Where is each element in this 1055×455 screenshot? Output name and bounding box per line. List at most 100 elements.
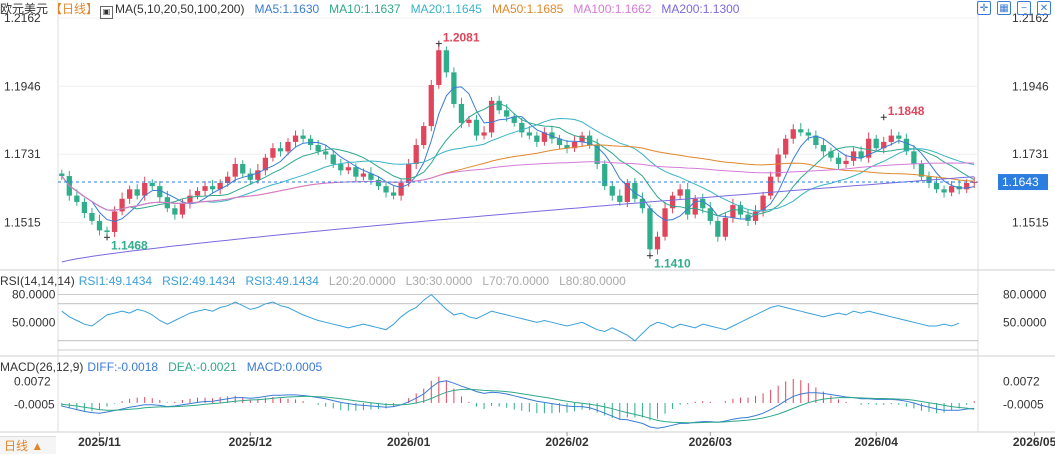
candle-body (89, 213, 95, 221)
x-tick-label: 2025/12 (229, 435, 273, 449)
candle-body (888, 135, 894, 142)
candle-body (488, 100, 495, 133)
candle-body (353, 167, 359, 177)
candle-body (549, 132, 555, 139)
chart-toolbar: ✛ ▦ − ✕ (977, 1, 1051, 17)
candle-body (617, 195, 623, 202)
candle-body (421, 126, 427, 146)
candle-body (119, 198, 125, 212)
symbol-name: 欧元美元 (0, 2, 49, 16)
candle-body (330, 154, 336, 165)
ma50-value: MA50:1.1685 (491, 2, 564, 16)
candle-body (911, 151, 917, 165)
candle-body (843, 160, 849, 165)
diff-value: DIFF:-0.0018 (87, 360, 159, 374)
dea-line (61, 388, 975, 424)
candle-body (428, 85, 434, 127)
close-icon[interactable]: ✕ (1037, 1, 1051, 15)
candle-body (903, 138, 909, 152)
candle-body (473, 119, 480, 136)
candle-body (881, 141, 887, 149)
ma100-line (61, 161, 975, 211)
candle-body (443, 50, 449, 73)
candle-body (398, 182, 404, 196)
period-selector[interactable]: 日线 ▲ (0, 436, 56, 454)
grid-icon[interactable]: ▦ (997, 1, 1011, 15)
rsi-header: RSI(14,14,14) RSI1:49.1434 RSI2:49.1434 RSI… (0, 272, 636, 290)
candle-body (790, 129, 796, 139)
ma20-value: MA20:1.1645 (410, 2, 482, 16)
candle-body (775, 154, 781, 177)
l20-value: L20:20.0000 (328, 274, 396, 288)
period-label[interactable]: 【日线】 (50, 2, 99, 16)
candle-body (587, 135, 593, 146)
candle-body (127, 189, 133, 199)
rsi-tick-label-right: 50.0000 (1003, 315, 1047, 329)
price-tick-label-left: 1.1731 (4, 147, 41, 161)
candle-body (647, 208, 653, 250)
candle-body (941, 189, 947, 193)
candle-body (526, 132, 532, 136)
candle-body (504, 110, 510, 117)
macd-label: MACD(26,12,9) (0, 360, 84, 374)
l80-value: L80:80.0000 (559, 274, 626, 288)
minimize-icon[interactable]: − (1017, 1, 1031, 15)
candle-body (466, 119, 472, 123)
x-tick-label: 2026/01 (387, 435, 431, 449)
macd-tick-label-right: -0.0005 (1003, 398, 1044, 412)
candle-body (74, 195, 80, 202)
rsi1-value: RSI1:49.1434 (78, 274, 153, 288)
candle-body (964, 182, 970, 190)
price-annotation: 1.1410 (654, 257, 691, 271)
candle-body (685, 189, 691, 215)
candle-body (873, 138, 879, 149)
candle-body (918, 164, 925, 177)
macd-tick-label-right: 0.0072 (1003, 374, 1040, 388)
candle-body (142, 182, 148, 196)
candle-body (481, 132, 487, 136)
candle-body (948, 186, 955, 193)
x-tick-label: 2026/05 (1013, 435, 1055, 449)
candle-body (496, 100, 502, 111)
candle-body (858, 151, 864, 158)
l70-value: L70:70.0000 (482, 274, 550, 288)
candle-body (602, 164, 608, 187)
price-tick-label-left: 1.1515 (4, 215, 41, 229)
candle-body (368, 173, 374, 180)
candle-body (783, 138, 789, 155)
crosshair-icon[interactable]: ✛ (977, 1, 991, 15)
candle-body (639, 198, 646, 209)
rsi-line (61, 293, 960, 342)
ma10-line (61, 102, 975, 217)
rsi2-value: RSI2:49.1434 (162, 274, 236, 288)
candle-body (745, 214, 751, 221)
candle-body (360, 173, 367, 177)
candle-body (752, 211, 759, 221)
candle-body (511, 116, 517, 123)
x-tick-label: 2026/03 (689, 435, 733, 449)
candle-body (519, 122, 525, 133)
ma20-line (61, 117, 975, 212)
candle-body (96, 220, 103, 231)
candle-body (225, 176, 231, 183)
candle-body (594, 145, 600, 165)
rsi-tick-label-right: 80.0000 (1003, 288, 1047, 302)
ma-settings-icon[interactable]: ▣ (100, 6, 114, 19)
candle-body (850, 151, 857, 161)
candle-body (767, 176, 774, 196)
candle-body (835, 157, 842, 165)
price-tick-label-right: 1.1731 (1012, 147, 1049, 161)
last-price-tag (998, 174, 1048, 191)
candle-body (172, 208, 178, 215)
candle-body (458, 103, 465, 123)
candle-body (277, 148, 284, 152)
candle-body (715, 220, 721, 237)
candle-body (81, 201, 88, 214)
candle-body (933, 182, 940, 190)
candle-body (896, 135, 902, 139)
candle-body (541, 132, 548, 142)
price-tick-label-right: 1.1515 (1012, 215, 1049, 229)
candle-body (209, 186, 216, 190)
candle-body (179, 203, 186, 215)
candle-body (556, 138, 563, 146)
